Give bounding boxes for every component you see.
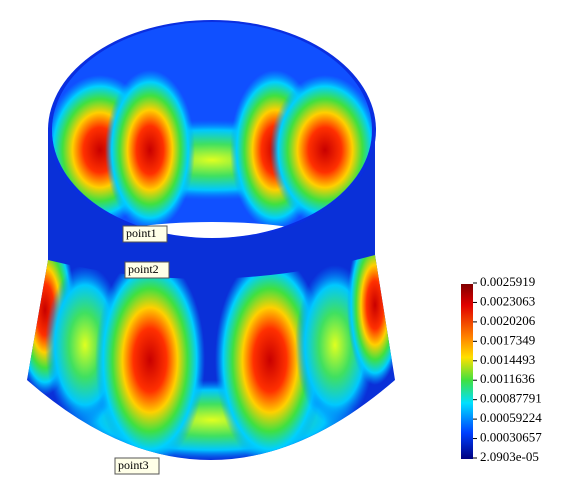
colorbar-label: 0.0017349 [480, 332, 535, 347]
point-label: point3 [118, 458, 149, 472]
colorbar-label: 2.0903e-05 [480, 449, 539, 464]
colorbar-label: 0.0020206 [480, 313, 536, 328]
inner-surface [52, 22, 372, 238]
colorbar-labels: 0.0025919 0.0023063 0.0020206 0.0017349 0.00… [473, 274, 542, 464]
model [27, 20, 395, 460]
label-box [114, 457, 160, 475]
colorbar-label: 0.0014493 [480, 352, 535, 367]
point-label: point2 [128, 262, 159, 276]
point-labels: point1 point2 point3 [114, 225, 170, 475]
colorbar-label: 0.00087791 [480, 391, 542, 406]
colorbar-label: 0.0025919 [480, 274, 535, 289]
colorbar-label: 0.00030657 [480, 430, 542, 445]
point-label: point1 [126, 226, 157, 240]
label-box [124, 261, 170, 279]
colorbar-label: 0.00059224 [480, 410, 542, 425]
label-box [122, 225, 168, 243]
colorbar-label: 0.0011636 [480, 371, 535, 386]
colorbar [461, 284, 473, 459]
colorbar-label: 0.0023063 [480, 293, 535, 308]
